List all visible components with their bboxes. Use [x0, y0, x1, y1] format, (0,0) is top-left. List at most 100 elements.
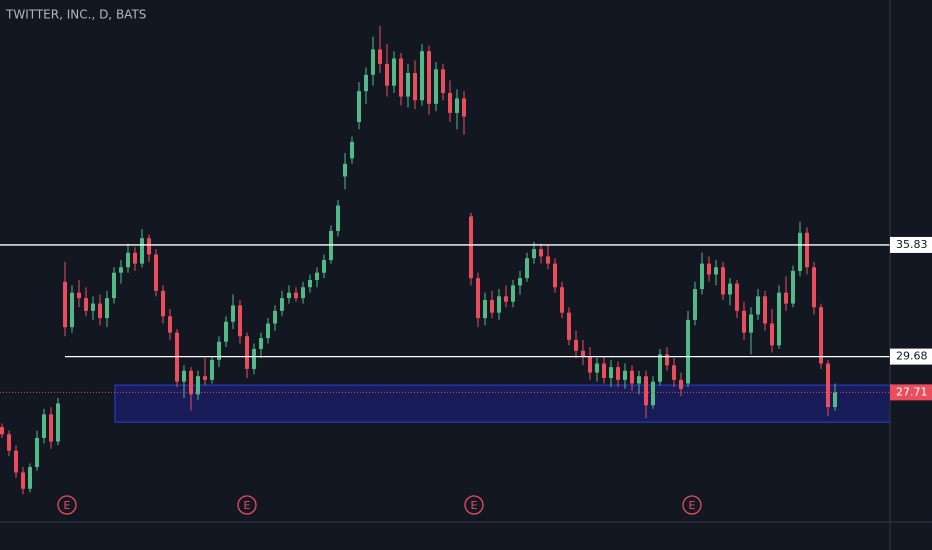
candle-body — [504, 296, 508, 302]
candle-body — [112, 272, 116, 299]
candle-body — [7, 434, 11, 451]
candle-body — [427, 51, 431, 104]
candle-body — [462, 98, 466, 117]
candle-body — [441, 69, 445, 93]
candle-body — [553, 263, 557, 288]
candle-body — [315, 272, 319, 280]
candle-body — [525, 258, 529, 279]
candle-body — [448, 92, 452, 113]
candle-body — [357, 91, 361, 123]
candle-body — [679, 379, 683, 389]
candle-body — [735, 283, 739, 311]
candle-body — [91, 303, 95, 311]
candle-body — [532, 249, 536, 259]
candle-body — [14, 450, 18, 473]
candle-body — [224, 321, 228, 342]
candle-body — [686, 319, 690, 384]
candle-body — [126, 252, 130, 268]
candle-body — [413, 72, 417, 101]
candle-body — [483, 299, 487, 319]
candle-body — [84, 298, 88, 311]
candle-body — [588, 356, 592, 373]
candle-body — [98, 303, 102, 319]
candle-body — [560, 287, 564, 313]
candle-body — [602, 363, 606, 379]
candle-body — [497, 296, 501, 313]
earnings-marker — [682, 495, 702, 515]
candle-body — [245, 336, 249, 369]
earnings-label: E — [244, 499, 251, 512]
candle-body — [651, 381, 655, 406]
candle-body — [693, 289, 697, 320]
candle-body — [623, 370, 627, 380]
earnings-label: E — [64, 499, 71, 512]
candle-body — [378, 49, 382, 64]
candle-body — [42, 414, 46, 438]
candle-body — [140, 238, 144, 264]
candle-body — [217, 341, 221, 360]
candle-body — [28, 466, 32, 489]
candle-body — [196, 376, 200, 395]
candle-body — [182, 370, 186, 382]
candle-body — [308, 279, 312, 288]
last-price-box — [890, 384, 932, 401]
last-price-label: 27.71 — [896, 385, 928, 398]
chart-title: TWITTER, INC., D, BATS — [5, 8, 146, 22]
candle-body — [574, 339, 578, 351]
candle-body — [595, 363, 599, 373]
candle-body — [749, 314, 753, 333]
candle-body — [63, 281, 67, 328]
candle-body — [161, 290, 165, 317]
candle-body — [385, 63, 389, 86]
earnings-label: E — [689, 499, 696, 512]
candle-body — [259, 338, 263, 349]
candle-body — [763, 296, 767, 324]
earnings-marker — [57, 495, 77, 515]
candle-body — [350, 141, 354, 159]
candle-body — [833, 392, 837, 408]
candle-body — [252, 348, 256, 369]
candle-body — [343, 163, 347, 177]
candle-body — [266, 323, 270, 339]
candle-body — [721, 267, 725, 295]
candle-body — [672, 365, 676, 380]
candle-body — [742, 310, 746, 333]
candle-body — [420, 51, 424, 101]
candle-body — [539, 249, 543, 257]
candle-body — [490, 299, 494, 313]
candle-body — [147, 238, 151, 255]
candle-body — [273, 310, 277, 324]
candle-body — [567, 312, 571, 340]
candle-body — [49, 414, 53, 442]
candle-body — [469, 216, 473, 279]
candle-body — [777, 292, 781, 346]
candle-body — [280, 298, 284, 311]
candle-body — [791, 270, 795, 304]
candle-body — [826, 363, 830, 408]
candle-body — [637, 376, 641, 384]
earnings-marker — [237, 495, 257, 515]
candle-body — [168, 316, 172, 333]
candle-body — [35, 437, 39, 467]
candle-body — [476, 278, 480, 319]
candle-body — [770, 323, 774, 346]
candle-body — [784, 292, 788, 304]
level-label: 35.83 — [896, 238, 928, 251]
candle-body — [56, 403, 60, 442]
support-zone — [114, 384, 891, 423]
candle-body — [364, 74, 368, 92]
candle-body — [434, 69, 438, 104]
candle-body — [644, 376, 648, 406]
candle-body — [0, 427, 4, 435]
candle-body — [756, 296, 760, 315]
candle-body — [406, 72, 410, 97]
candle-body — [70, 292, 74, 328]
candle-body — [189, 370, 193, 395]
candle-body — [616, 367, 620, 380]
earnings-marker — [464, 495, 484, 515]
candle-body — [287, 292, 291, 299]
earnings-label: E — [471, 499, 478, 512]
candle-body — [301, 287, 305, 299]
candle-body — [392, 58, 396, 86]
